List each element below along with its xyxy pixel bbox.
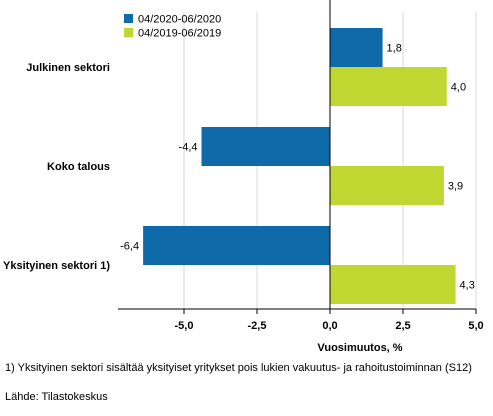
bar — [330, 67, 447, 106]
x-tick-label: 5,0 — [468, 320, 483, 332]
bar-chart: 1,8 4,0 Julkinen sektori -4,4 3,9 Koko talous… — [3, 0, 484, 354]
data-label: 4,0 — [451, 82, 466, 94]
legend-label: 04/2020-06/2020 — [138, 14, 221, 26]
category-label: Yksityinen sektori 1) — [3, 260, 110, 272]
bar — [201, 127, 330, 166]
bar — [143, 226, 330, 265]
x-tick-label: 0,0 — [322, 320, 337, 332]
category-label: Koko talous — [47, 161, 110, 173]
category-label: Julkinen sektori — [26, 62, 110, 74]
data-label: -6,4 — [120, 241, 139, 253]
x-tick-label: -2,5 — [248, 320, 267, 332]
x-tick-label: -5,0 — [175, 320, 194, 332]
bar — [330, 28, 383, 67]
data-label: 3,9 — [448, 181, 463, 193]
legend-label: 04/2019-06/2019 — [138, 28, 221, 40]
chart-area: 1,8 4,0 Julkinen sektori -4,4 3,9 Koko talous… — [3, 0, 484, 354]
x-axis-title: Vuosimuutos, % — [317, 342, 402, 354]
legend-swatch — [124, 14, 133, 23]
legend-swatch — [124, 28, 133, 37]
x-tick-label: 2,5 — [395, 320, 410, 332]
data-label: 4,3 — [460, 280, 475, 292]
source-note: Lähde: Tilastokeskus — [5, 391, 108, 403]
footnote-note: 1) Yksityinen sektori sisältää yksityise… — [5, 362, 472, 374]
data-label: 1,8 — [387, 43, 402, 55]
data-label: -4,4 — [179, 142, 198, 154]
bar — [330, 166, 444, 205]
bar — [330, 265, 456, 304]
